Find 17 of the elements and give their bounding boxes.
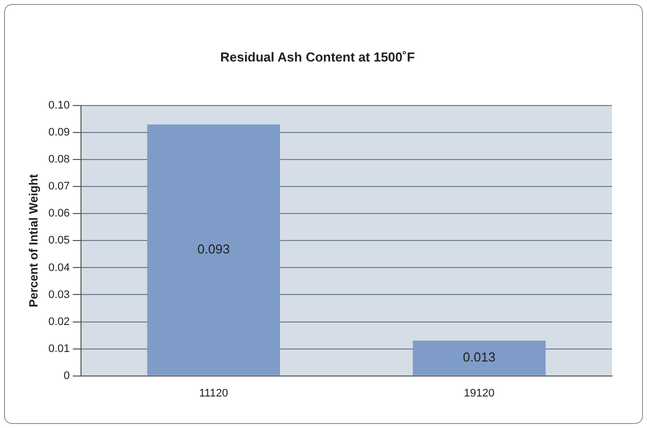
data-label: 0.093 [197,241,230,256]
y-tick-label: 0.05 [48,234,70,247]
y-tick-label: 0.01 [48,342,70,355]
y-tick-label: 0.03 [48,288,70,301]
chart-title: Residual Ash Content at 1500˚F [220,49,415,64]
y-tick-label: 0.09 [48,126,70,139]
y-tick-label: 0.06 [48,208,70,220]
y-axis-title: Percent of Intial Weight [26,174,41,308]
y-tick-label: 0.02 [48,316,70,328]
y-tick-label: 0.04 [48,262,70,274]
y-tick-label: 0.07 [48,180,70,193]
x-tick-label: 11120 [199,387,228,400]
x-tick-label: 19120 [464,387,494,400]
y-tick-label: 0.10 [48,100,70,112]
y-tick-label: 0.08 [48,154,70,166]
y-tick-label: 0 [64,370,70,382]
data-label: 0.013 [462,350,496,365]
